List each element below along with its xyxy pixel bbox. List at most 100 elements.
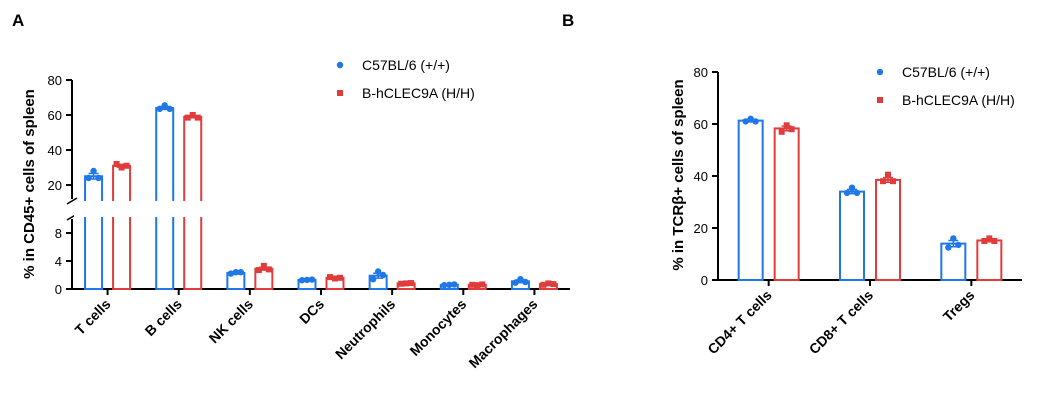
chart-a-point-humanized-2-2	[265, 266, 272, 273]
chart-b-point-humanized-2-0	[986, 235, 993, 242]
chart-b-point-wildtype-2-0	[950, 235, 957, 242]
chart-b-point-wildtype-1-1	[843, 189, 851, 197]
chart-a-ytick-label-20: 20	[48, 178, 62, 193]
chart-b-point-wildtype-2-2	[955, 241, 962, 249]
chart-a-point-humanized-0-2	[123, 162, 130, 169]
chart-b-ytick-label-20: 20	[694, 221, 708, 236]
chart-b-ytick-label-80: 80	[694, 65, 708, 80]
chart-a-point-humanized-4-2	[408, 280, 415, 287]
chart-b-point-humanized-0-1	[778, 128, 785, 135]
chart-a-y-axis-title: % in CD45+ cells of spleen	[21, 89, 38, 279]
chart-b-point-wildtype-1-2	[853, 189, 861, 197]
chart-a-ytick-label-40: 40	[48, 143, 62, 158]
chart-a-category-label-0: T cells	[72, 296, 114, 338]
chart-b-point-wildtype-0-0	[747, 115, 754, 123]
chart-a-point-wildtype-1-0	[161, 102, 168, 109]
chart-a-ytick-label-8: 8	[55, 226, 62, 241]
chart-b-bar-wildtype-1	[839, 190, 865, 282]
chart-a-point-wildtype-6-2	[522, 278, 529, 286]
chart-a-category-label-6: Macrophages	[465, 296, 540, 371]
chart-a-point-humanized-2-0	[260, 262, 267, 269]
chart-a-category-label-3: DCs	[296, 296, 327, 327]
chart-b-point-wildtype-1-0	[848, 184, 856, 191]
chart-a-legend-label-0: C57BL/6 (+/+)	[362, 57, 450, 73]
chart-a-legend-label-1: B-hCLEC9A (H/H)	[362, 85, 475, 101]
chart-a-point-wildtype-5-2	[451, 281, 458, 288]
chart-b-y-axis-title: % in TCRβ+ cells of spleen	[670, 79, 687, 270]
chart-a-point-wildtype-3-0	[303, 276, 311, 284]
chart-a-category-label-2: NK cells	[206, 296, 257, 347]
chart-a-bar-wildtype-1	[155, 107, 175, 290]
chart-a-legend-marker-1	[337, 90, 343, 96]
chart-a-bar-wildtype-0	[84, 175, 104, 290]
chart-a-category-label-5: Monocytes	[406, 296, 469, 359]
chart-b-legend-marker-0	[876, 68, 884, 76]
chart-b-point-humanized-1-0	[885, 171, 891, 178]
chart-b-legend-label-0: C57BL/6 (+/+)	[902, 64, 990, 80]
chart-a-point-humanized-4-0	[403, 280, 410, 287]
chart-a-category-label-4: Neutrophils	[332, 296, 398, 362]
chart-a-point-wildtype-3-1	[298, 277, 306, 284]
chart-a-category-label-1: B cells	[142, 296, 185, 339]
chart-a-point-wildtype-6-1	[512, 279, 519, 286]
chart-b-bar-wildtype-2	[940, 242, 967, 282]
chart-a-ytick-label-0: 0	[55, 282, 62, 297]
chart-b-category-label-1: CD8+ T cells	[806, 287, 877, 358]
chart-a-point-humanized-3-2	[337, 274, 343, 281]
chart-a-point-wildtype-1-1	[156, 105, 163, 113]
chart-b-category-label-2: Tregs	[940, 287, 978, 325]
chart-b-point-wildtype-0-1	[742, 118, 749, 125]
chart-b-bar-wildtype-0	[737, 119, 764, 282]
chart-b-bar-humanized-1	[875, 178, 901, 281]
chart-b-bar-humanized-0	[773, 127, 800, 281]
chart-a-ytick-label-60: 60	[48, 108, 62, 123]
chart-a-point-humanized-6-2	[550, 281, 557, 288]
panel-a-letter: A	[12, 11, 24, 30]
chart-a-point-wildtype-2-0	[232, 269, 240, 276]
panel-b-letter: B	[562, 11, 574, 30]
chart-a-point-humanized-5-0	[474, 282, 481, 289]
chart-b-point-wildtype-2-1	[945, 244, 952, 251]
chart-a-point-wildtype-5-0	[446, 281, 453, 288]
chart-a-point-humanized-1-0	[189, 112, 196, 118]
chart-a-point-humanized-5-2	[479, 281, 486, 288]
chart-a-point-humanized-0-0	[118, 164, 125, 171]
chart-a-break-gap	[74, 201, 570, 217]
chart-b-bar-humanized-2	[976, 239, 1003, 281]
chart-a-plot-area: 20 40 60 80 0 4 8 T cells B cells NK cells DCs Neut…	[48, 57, 570, 371]
chart-a-point-wildtype-0-1	[85, 174, 92, 182]
chart-b-point-humanized-2-1	[981, 238, 988, 244]
chart-b-legend-marker-1	[877, 97, 883, 103]
chart-a-point-wildtype-4-0	[374, 268, 382, 275]
chart-a-point-wildtype-2-2	[237, 269, 245, 276]
chart-a-point-humanized-3-1	[327, 274, 333, 281]
chart-a-point-humanized-3-0	[332, 275, 338, 282]
chart-a-point-wildtype-5-1	[441, 281, 448, 289]
chart-a-point-humanized-6-1	[540, 281, 547, 288]
chart-b-point-humanized-2-2	[991, 238, 998, 244]
chart-b-ytick-label-60: 60	[694, 117, 708, 132]
chart-a-point-wildtype-4-1	[369, 276, 377, 283]
chart-a: % in CD45+ cells of spleen 20 40 60 80 0 4 8 T …	[21, 57, 570, 371]
chart-a-point-wildtype-0-2	[95, 174, 102, 182]
chart-b-category-label-0: CD4+ T cells	[704, 287, 775, 358]
chart-a-point-wildtype-4-2	[379, 271, 387, 279]
chart-b: % in TCRβ+ cells of spleen 0 20 40 60 80 CD4+…	[670, 64, 1022, 357]
chart-a-axis-break-upper	[66, 197, 78, 205]
chart-b-point-humanized-1-2	[890, 178, 896, 185]
chart-b-point-humanized-1-1	[880, 178, 886, 185]
chart-a-point-humanized-1-2	[194, 114, 201, 121]
chart-a-point-humanized-2-1	[255, 267, 262, 274]
chart-a-point-wildtype-1-2	[166, 105, 173, 113]
chart-a-point-humanized-0-1	[113, 161, 120, 167]
chart-b-point-humanized-0-2	[788, 126, 795, 133]
chart-a-point-humanized-1-1	[184, 114, 191, 121]
chart-a-ytick-label-80: 80	[48, 73, 62, 88]
chart-a-point-wildtype-0-0	[90, 167, 97, 175]
chart-a-ytick-label-4: 4	[55, 254, 62, 269]
chart-a-point-wildtype-3-2	[308, 276, 316, 283]
chart-a-point-humanized-5-1	[469, 281, 476, 288]
chart-b-legend-label-1: B-hCLEC9A (H/H)	[902, 92, 1015, 108]
chart-a-point-humanized-4-1	[398, 280, 405, 287]
